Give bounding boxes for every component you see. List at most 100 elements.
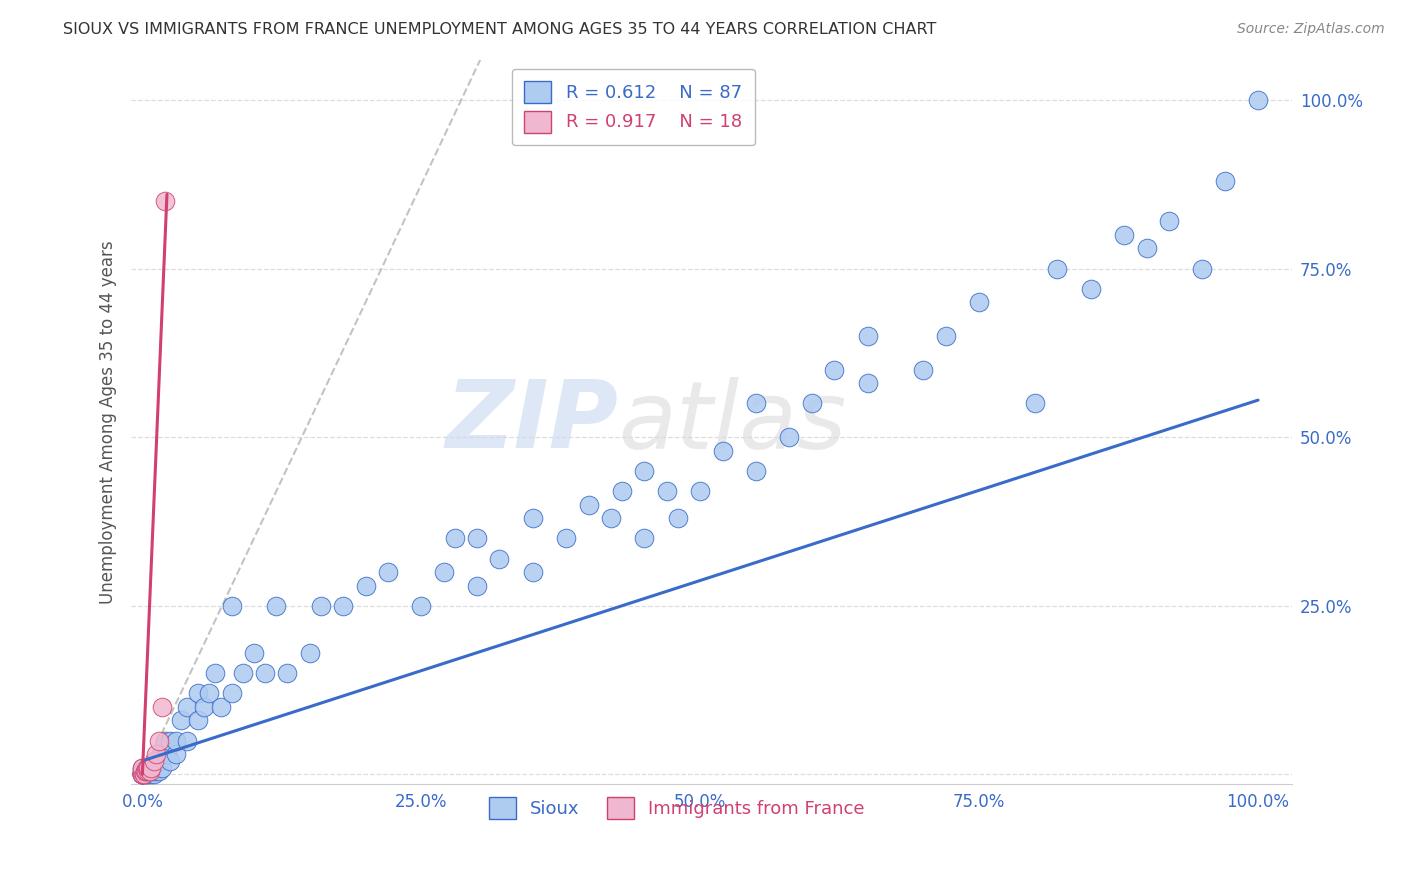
Point	[135, 764, 157, 778]
Point	[136, 764, 159, 778]
Point	[488, 551, 510, 566]
Point	[165, 747, 187, 761]
Point	[153, 733, 176, 747]
Point	[187, 686, 209, 700]
Point	[135, 761, 157, 775]
Point	[209, 699, 232, 714]
Point	[131, 767, 153, 781]
Point	[159, 733, 181, 747]
Point	[136, 761, 159, 775]
Point	[131, 761, 153, 775]
Point	[522, 511, 544, 525]
Point	[309, 599, 332, 613]
Point	[354, 578, 377, 592]
Point	[142, 754, 165, 768]
Point	[131, 767, 153, 781]
Point	[856, 329, 879, 343]
Point	[522, 565, 544, 579]
Point	[1213, 174, 1236, 188]
Point	[138, 761, 160, 775]
Point	[131, 764, 153, 778]
Text: ZIP: ZIP	[446, 376, 619, 468]
Point	[198, 686, 221, 700]
Point	[156, 747, 179, 761]
Point	[433, 565, 456, 579]
Text: Source: ZipAtlas.com: Source: ZipAtlas.com	[1237, 22, 1385, 37]
Point	[131, 767, 153, 781]
Point	[578, 498, 600, 512]
Point	[141, 761, 163, 775]
Point	[332, 599, 354, 613]
Text: atlas: atlas	[619, 376, 846, 467]
Point	[232, 666, 254, 681]
Point	[633, 464, 655, 478]
Point	[745, 396, 768, 410]
Point	[152, 761, 174, 775]
Point	[377, 565, 399, 579]
Point	[142, 764, 165, 778]
Point	[1046, 261, 1069, 276]
Point	[711, 443, 734, 458]
Point	[148, 733, 170, 747]
Point	[131, 764, 153, 778]
Point	[131, 767, 153, 781]
Point	[600, 511, 623, 525]
Point	[193, 699, 215, 714]
Point	[655, 484, 678, 499]
Point	[266, 599, 288, 613]
Point	[1247, 93, 1270, 107]
Point	[176, 733, 198, 747]
Point	[139, 764, 162, 778]
Point	[159, 754, 181, 768]
Point	[465, 578, 488, 592]
Point	[555, 532, 578, 546]
Point	[141, 764, 163, 778]
Point	[152, 699, 174, 714]
Point	[131, 761, 153, 775]
Point	[633, 532, 655, 546]
Point	[411, 599, 433, 613]
Point	[298, 646, 321, 660]
Point	[145, 754, 167, 768]
Point	[150, 747, 173, 761]
Text: SIOUX VS IMMIGRANTS FROM FRANCE UNEMPLOYMENT AMONG AGES 35 TO 44 YEARS CORRELATI: SIOUX VS IMMIGRANTS FROM FRANCE UNEMPLOY…	[63, 22, 936, 37]
Point	[153, 194, 176, 209]
Point	[856, 376, 879, 391]
Point	[134, 764, 156, 778]
Point	[745, 464, 768, 478]
Point	[146, 761, 169, 775]
Point	[148, 754, 170, 768]
Point	[134, 767, 156, 781]
Point	[243, 646, 266, 660]
Point	[135, 764, 157, 778]
Point	[967, 295, 990, 310]
Point	[1114, 227, 1136, 242]
Point	[176, 699, 198, 714]
Point	[204, 666, 226, 681]
Point	[1191, 261, 1213, 276]
Point	[132, 767, 155, 781]
Point	[465, 532, 488, 546]
Point	[187, 714, 209, 728]
Point	[135, 767, 157, 781]
Point	[139, 764, 162, 778]
Point	[131, 767, 153, 781]
Y-axis label: Unemployment Among Ages 35 to 44 years: Unemployment Among Ages 35 to 44 years	[100, 240, 117, 604]
Point	[666, 511, 689, 525]
Point	[165, 733, 187, 747]
Point	[610, 484, 633, 499]
Point	[1024, 396, 1046, 410]
Point	[823, 363, 845, 377]
Point	[170, 714, 193, 728]
Point	[131, 767, 153, 781]
Point	[142, 767, 165, 781]
Point	[136, 767, 159, 781]
Point	[141, 767, 163, 781]
Point	[935, 329, 957, 343]
Legend: Sioux, Immigrants from France: Sioux, Immigrants from France	[481, 789, 872, 826]
Point	[689, 484, 711, 499]
Point	[221, 599, 243, 613]
Point	[1135, 241, 1157, 255]
Point	[779, 430, 801, 444]
Point	[145, 747, 167, 761]
